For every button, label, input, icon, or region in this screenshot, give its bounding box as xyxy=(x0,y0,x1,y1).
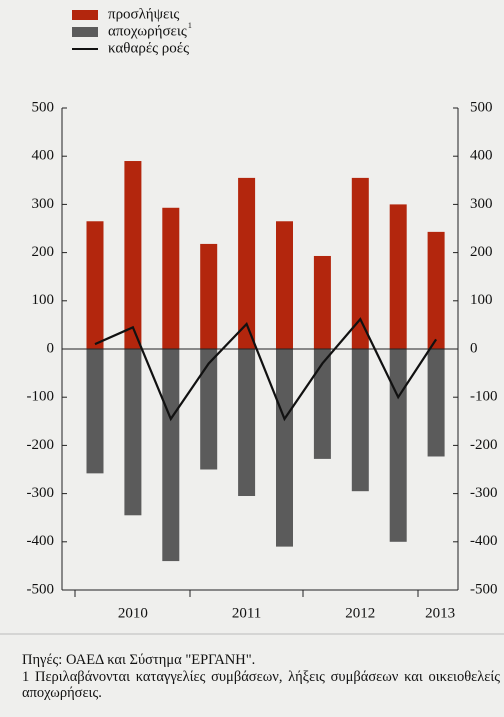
bar xyxy=(162,207,180,349)
y2-tick-label: 400 xyxy=(470,148,493,164)
y2-tick-label: 100 xyxy=(470,292,493,308)
y2-tick-label: -400 xyxy=(470,533,498,549)
y2-tick-label: 500 xyxy=(470,99,493,115)
legend-footnote: 1 xyxy=(188,21,192,30)
legend-label: καθαρές ροές xyxy=(108,40,189,56)
bar xyxy=(351,349,369,492)
y-tick-label: -200 xyxy=(27,437,55,453)
y2-tick-label: 0 xyxy=(470,340,478,356)
legend-swatch xyxy=(72,10,98,20)
y2-tick-label: -500 xyxy=(470,581,498,597)
footnote: 1 Περιλαβάνονται καταγγελίες συμβάσεων, … xyxy=(22,669,500,701)
y2-tick-label: -300 xyxy=(470,485,498,501)
bar xyxy=(200,243,218,349)
bar xyxy=(86,349,104,474)
y-tick-label: 0 xyxy=(47,340,55,356)
bar xyxy=(238,177,256,349)
x-tick-label: 2013 xyxy=(425,605,455,621)
y-tick-label: -100 xyxy=(27,389,55,405)
bar xyxy=(389,349,407,542)
line xyxy=(94,317,438,422)
y2-tick-label: -200 xyxy=(470,437,498,453)
legend-swatch xyxy=(72,27,98,37)
bar xyxy=(162,349,180,562)
y-tick-label: -400 xyxy=(27,533,55,549)
x-tick-label: 2011 xyxy=(232,605,261,621)
y-tick-label: 400 xyxy=(32,148,55,164)
legend-label: αποχωρήσεις xyxy=(108,23,187,39)
bar xyxy=(389,204,407,349)
bar xyxy=(427,231,445,349)
bar xyxy=(124,349,142,516)
y-tick-label: 300 xyxy=(32,196,55,212)
y2-tick-label: 300 xyxy=(470,196,493,212)
legend-label: προσλήψεις xyxy=(108,6,179,22)
y-tick-label: -500 xyxy=(27,581,55,597)
bar xyxy=(427,349,445,457)
y2-tick-label: -100 xyxy=(470,389,498,405)
y-tick-label: 200 xyxy=(32,244,55,260)
bar xyxy=(276,349,293,547)
bar xyxy=(313,349,331,459)
x-tick-label: 2010 xyxy=(118,605,148,621)
y-tick-label: 100 xyxy=(32,292,55,308)
bar xyxy=(313,255,331,349)
bar xyxy=(351,177,369,349)
y2-tick-label: 200 xyxy=(470,244,493,260)
bar xyxy=(86,221,104,349)
bar xyxy=(200,349,218,470)
x-tick-label: 2012 xyxy=(345,605,375,621)
bar xyxy=(276,221,293,349)
source-note: Πηγές: ΟΑΕΔ και Σύστημα "ΕΡΓΑΝΗ". xyxy=(22,652,256,668)
y-tick-label: -300 xyxy=(27,485,55,501)
bar xyxy=(238,349,256,497)
bar xyxy=(124,161,142,349)
y-tick-label: 500 xyxy=(32,99,55,115)
chart: -500 -500 -400 -400 -300 -300 -200 -200 -100 -100… xyxy=(0,6,504,635)
